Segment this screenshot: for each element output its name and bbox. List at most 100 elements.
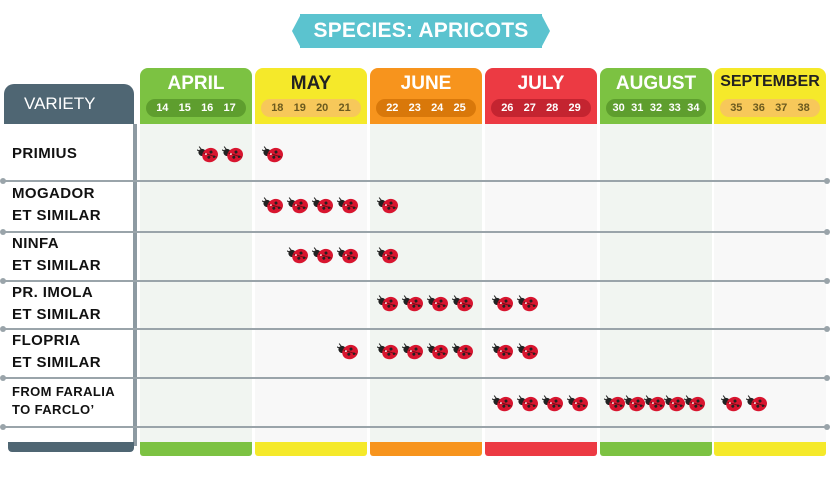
row-divider [0, 229, 830, 235]
ladybug-icon [310, 194, 336, 216]
month-header-august: AUGUST 30 31 32 33 34 [600, 68, 712, 124]
ladybug-icon [310, 244, 336, 266]
ladybug-icon [285, 194, 311, 216]
week-number: 15 [178, 102, 191, 114]
title-banner: SPECIES: APRICOTS [292, 14, 550, 48]
week-numbers: 26 27 28 29 [491, 99, 591, 117]
ladybug-icon [335, 340, 361, 362]
week-number: 24 [431, 102, 444, 114]
week-number: 21 [338, 102, 351, 114]
ladybug-icon [425, 292, 451, 314]
month-name: MAY [290, 73, 332, 94]
week-numbers: 30 31 32 33 34 [606, 99, 706, 117]
ladybug-icon [260, 143, 286, 165]
ladybug-icon [375, 292, 401, 314]
month-footer-august [600, 442, 712, 456]
variety-label: FLOPRIA ET SIMILAR [12, 330, 101, 374]
variety-name: PRIMIUS [12, 145, 78, 162]
week-number: 28 [546, 102, 559, 114]
variety-subname: ET SIMILAR [12, 354, 101, 371]
variety-divider [133, 124, 137, 446]
week-number: 16 [201, 102, 214, 114]
ladybug-icon [425, 340, 451, 362]
ladybug-icon [515, 292, 541, 314]
ladybug-icon [195, 143, 221, 165]
ladybug-icon [622, 392, 648, 414]
month-header-june: JUNE 22 23 24 25 [370, 68, 482, 124]
month-column-may [255, 124, 367, 442]
week-number: 18 [271, 102, 284, 114]
ladybug-icon [682, 392, 708, 414]
week-number: 34 [687, 102, 700, 114]
ladybug-icon [565, 392, 591, 414]
ladybug-icon [220, 143, 246, 165]
ladybug-icon [515, 392, 541, 414]
ladybug-icon [662, 392, 688, 414]
month-name: JUNE [400, 73, 452, 94]
week-number: 31 [631, 102, 644, 114]
week-number: 20 [316, 102, 329, 114]
variety-label: PR. IMOLA ET SIMILAR [12, 282, 101, 326]
month-name: JULY [517, 73, 565, 94]
variety-name: NINFA [12, 235, 59, 252]
month-header-april: APRIL 14 15 16 17 [140, 68, 252, 124]
variety-name: FLOPRIA [12, 332, 81, 349]
month-footer-june [370, 442, 482, 456]
month-footer-july [485, 442, 597, 456]
ladybug-icon [375, 340, 401, 362]
banner-ribbon-right [541, 14, 550, 48]
week-number: 23 [408, 102, 421, 114]
ladybug-icon [400, 292, 426, 314]
week-number: 27 [523, 102, 536, 114]
variety-name: FROM FARALIA [12, 384, 116, 399]
variety-footer-bar [8, 442, 134, 452]
week-number: 37 [775, 102, 788, 114]
ladybug-icon [260, 194, 286, 216]
week-number: 14 [156, 102, 169, 114]
ladybug-icon [335, 194, 361, 216]
month-column-july [485, 124, 597, 442]
ladybug-icon [450, 292, 476, 314]
variety-name: MOGADOR [12, 185, 95, 202]
month-footer-september [714, 442, 826, 456]
week-number: 38 [797, 102, 810, 114]
week-number: 22 [386, 102, 399, 114]
month-header-may: MAY 18 19 20 21 [255, 68, 367, 124]
variety-subname: ET SIMILAR [12, 257, 101, 274]
week-number: 17 [223, 102, 236, 114]
ladybug-icon [490, 340, 516, 362]
month-name: AUGUST [615, 73, 697, 94]
month-column-september [714, 124, 826, 442]
month-column-april [140, 124, 252, 442]
week-number: 33 [668, 102, 681, 114]
week-number: 26 [501, 102, 514, 114]
week-numbers: 14 15 16 17 [146, 99, 246, 117]
row-divider [0, 375, 830, 381]
ladybug-icon [540, 392, 566, 414]
ladybug-icon [400, 340, 426, 362]
week-numbers: 22 23 24 25 [376, 99, 476, 117]
week-number: 36 [752, 102, 765, 114]
ladybug-icon [490, 292, 516, 314]
month-footer-april [140, 442, 252, 456]
chart-title: SPECIES: APRICOTS [300, 14, 542, 48]
week-number: 35 [730, 102, 743, 114]
week-number: 19 [293, 102, 306, 114]
week-numbers: 35 36 37 38 [720, 99, 820, 117]
row-divider [0, 424, 830, 430]
week-number: 29 [568, 102, 581, 114]
month-name: SEPTEMBER [720, 73, 820, 90]
variety-header: VARIETY [4, 84, 134, 124]
variety-name: PR. IMOLA [12, 284, 94, 301]
week-numbers: 18 19 20 21 [261, 99, 361, 117]
month-header-july: JULY 26 27 28 29 [485, 68, 597, 124]
month-footer-may [255, 442, 367, 456]
ladybug-icon [719, 392, 745, 414]
ladybug-icon [744, 392, 770, 414]
month-name: APRIL [167, 73, 225, 94]
week-number: 25 [453, 102, 466, 114]
week-number: 30 [612, 102, 625, 114]
week-number: 32 [649, 102, 663, 114]
variety-label: PRIMIUS [12, 143, 77, 165]
month-header-september: SEPTEMBER 35 36 37 38 [714, 68, 826, 124]
